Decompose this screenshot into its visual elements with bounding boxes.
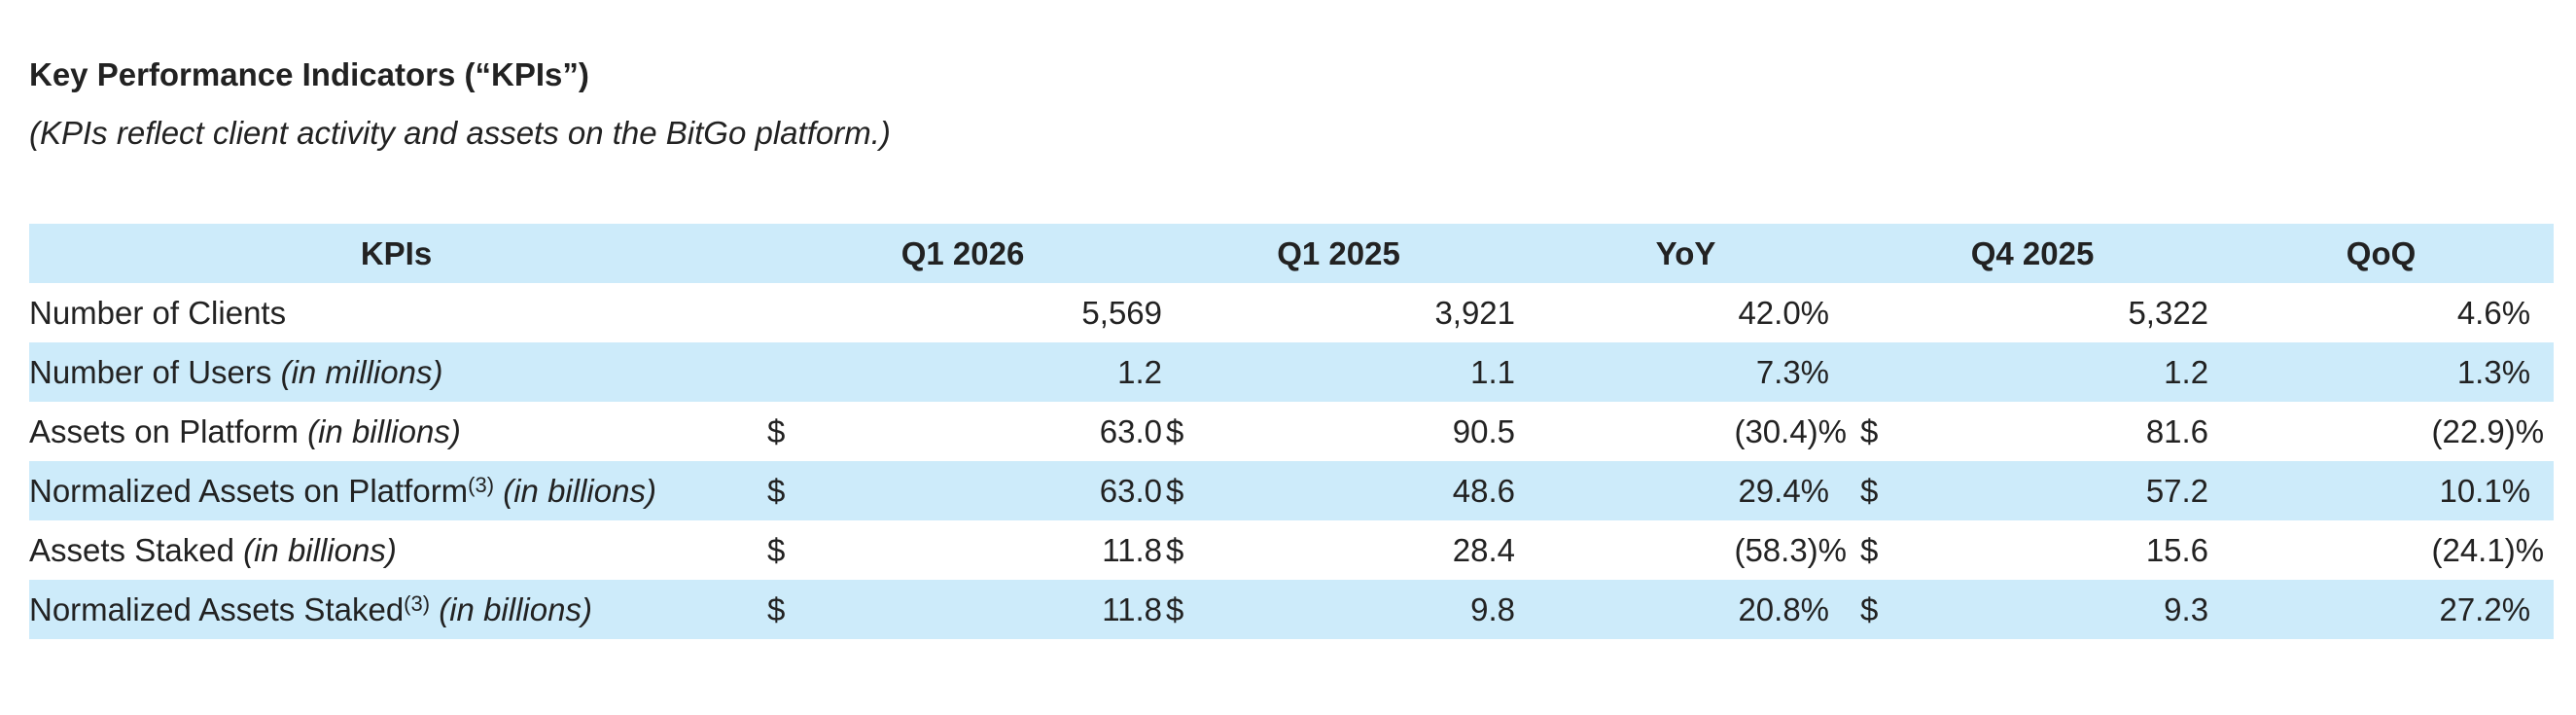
value-q1-2026: 11.8 xyxy=(1102,590,1163,627)
value-q1-2026: 63.0 xyxy=(1099,412,1163,449)
currency-symbol: $ xyxy=(1166,531,1184,568)
value-yoy: (58.3)% xyxy=(1734,531,1848,568)
row-unit: (in billions) xyxy=(243,531,397,568)
currency-symbol: $ xyxy=(767,531,786,568)
value-qoq: (24.1)% xyxy=(2431,531,2545,568)
column-header-kpis: KPIs xyxy=(360,234,433,271)
table-row: Number of Clients 5,569 3,921 42.0% 5,32… xyxy=(29,283,2554,342)
currency-symbol: $ xyxy=(767,590,786,627)
row-label-text: Assets Staked xyxy=(29,531,244,568)
row-label: Normalized Assets on Platform(3) (in bil… xyxy=(29,461,763,520)
table-row: Normalized Assets on Platform(3) (in bil… xyxy=(29,461,2555,520)
value-qoq: 4.6% xyxy=(2456,294,2531,331)
value-q1-2025: 28.4 xyxy=(1452,531,1516,568)
row-unit: (in billions) xyxy=(307,412,461,449)
value-q1-2025: 9.8 xyxy=(1470,590,1516,627)
value-q4-2025: 5,322 xyxy=(2128,294,2209,331)
column-header-qoq: QoQ xyxy=(2346,234,2417,271)
table-row: Assets Staked (in billions) $ 11.8 $ 28.… xyxy=(29,520,2554,580)
row-label: Assets Staked (in billions) xyxy=(29,520,763,580)
column-header-yoy: YoY xyxy=(1655,234,1716,271)
footnote-marker: (3) xyxy=(468,472,495,497)
currency-symbol: $ xyxy=(1860,412,1879,449)
column-header-q1-2025: Q1 2025 xyxy=(1277,234,1400,271)
row-label: Assets on Platform (in billions) xyxy=(29,402,763,461)
value-yoy: 29.4% xyxy=(1738,472,1830,509)
row-label-text: Assets on Platform xyxy=(29,412,308,449)
value-q4-2025: 9.3 xyxy=(2164,590,2209,627)
table-header-row: KPIs Q1 2026 Q1 2025 YoY Q4 2025 QoQ xyxy=(29,224,2555,283)
page-title: Key Performance Indicators (“KPIs”) xyxy=(29,56,589,92)
page-subtitle: (KPIs reflect client activity and assets… xyxy=(29,115,891,151)
value-q4-2025: 1.2 xyxy=(2164,353,2209,390)
value-qoq: 1.3% xyxy=(2456,353,2531,390)
currency-symbol: $ xyxy=(1166,590,1184,627)
value-qoq: (22.9)% xyxy=(2431,412,2545,449)
kpi-table: KPIs Q1 2026 Q1 2025 YoY Q4 2025 QoQ Num… xyxy=(29,224,2555,639)
currency-symbol xyxy=(1162,342,1206,402)
footnote-marker: (3) xyxy=(404,590,431,616)
currency-symbol: $ xyxy=(1860,590,1879,627)
value-q1-2026: 1.2 xyxy=(1117,353,1163,390)
value-yoy: 7.3% xyxy=(1755,353,1830,390)
value-q1-2026: 63.0 xyxy=(1099,472,1163,509)
row-label: Number of Clients xyxy=(29,283,763,342)
value-q1-2025: 1.1 xyxy=(1470,353,1516,390)
row-unit: (in billions) xyxy=(430,590,592,627)
value-qoq: 10.1% xyxy=(2439,472,2531,509)
currency-symbol: $ xyxy=(1860,531,1879,568)
value-yoy: 42.0% xyxy=(1738,294,1830,331)
currency-symbol: $ xyxy=(1166,412,1184,449)
row-label: Normalized Assets Staked(3) (in billions… xyxy=(29,580,763,639)
currency-symbol: $ xyxy=(1166,472,1184,509)
row-label-text: Number of Users xyxy=(29,353,281,390)
currency-symbol: $ xyxy=(1860,472,1879,509)
value-q4-2025: 57.2 xyxy=(2145,472,2209,509)
row-label-text: Normalized Assets Staked xyxy=(29,590,405,627)
row-unit: (in millions) xyxy=(280,353,443,390)
value-q1-2026: 11.8 xyxy=(1102,531,1163,568)
table-row: Number of Users (in millions) 1.2 1.1 7.… xyxy=(29,342,2555,402)
row-unit: (in billions) xyxy=(494,472,656,509)
currency-symbol xyxy=(763,283,807,342)
value-qoq: 27.2% xyxy=(2439,590,2531,627)
currency-symbol xyxy=(1856,342,1900,402)
row-label: Number of Users (in millions) xyxy=(29,342,763,402)
value-q1-2026: 5,569 xyxy=(1081,294,1163,331)
value-q1-2025: 90.5 xyxy=(1452,412,1516,449)
value-q4-2025: 15.6 xyxy=(2145,531,2209,568)
currency-symbol: $ xyxy=(767,472,786,509)
row-label-text: Normalized Assets on Platform xyxy=(29,472,469,509)
currency-symbol xyxy=(763,342,807,402)
value-q1-2025: 3,921 xyxy=(1434,294,1516,331)
table-row: Normalized Assets Staked(3) (in billions… xyxy=(29,580,2555,639)
column-header-q4-2025: Q4 2025 xyxy=(1970,234,2095,271)
column-header-q1-2026: Q1 2026 xyxy=(900,234,1025,271)
value-yoy: (30.4)% xyxy=(1734,412,1848,449)
currency-symbol xyxy=(1162,283,1206,342)
currency-symbol: $ xyxy=(767,412,786,449)
currency-symbol xyxy=(1856,283,1900,342)
value-yoy: 20.8% xyxy=(1738,590,1830,627)
value-q1-2025: 48.6 xyxy=(1452,472,1516,509)
row-label-text: Number of Clients xyxy=(29,294,287,331)
table-row: Assets on Platform (in billions) $ 63.0 … xyxy=(29,402,2554,461)
value-q4-2025: 81.6 xyxy=(2145,412,2209,449)
